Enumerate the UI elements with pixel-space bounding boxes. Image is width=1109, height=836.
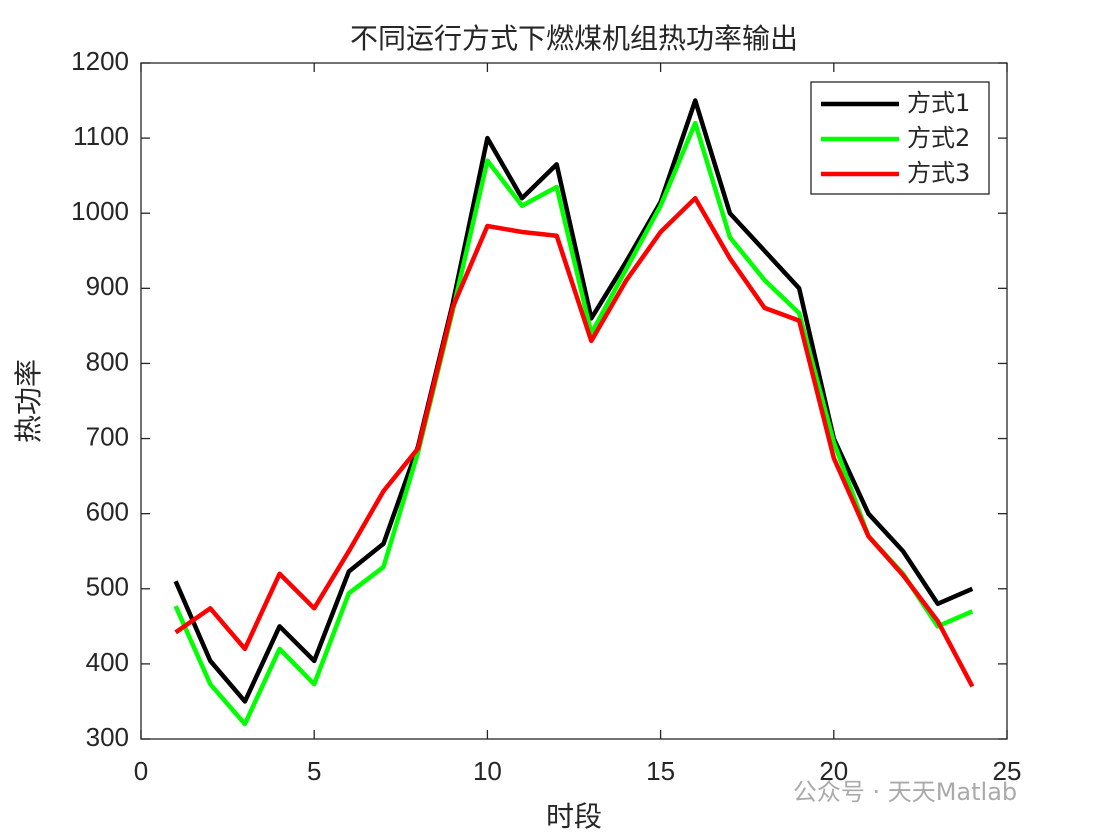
y-axis-label: 热功率 <box>12 359 45 443</box>
watermark: 公众号 · 天天Matlab <box>793 778 1017 806</box>
y-tick-label: 700 <box>86 421 129 451</box>
x-tick-label: 5 <box>307 756 321 786</box>
y-tick-label: 500 <box>86 572 129 602</box>
x-tick-label: 15 <box>646 756 675 786</box>
series-line <box>173 98 974 704</box>
legend-label: 方式2 <box>907 124 970 152</box>
series-line <box>174 195 975 688</box>
x-tick-label: 25 <box>993 756 1022 786</box>
y-tick-label: 1200 <box>71 46 129 76</box>
y-tick-label: 1000 <box>71 196 129 226</box>
legend-label: 方式3 <box>907 159 970 187</box>
y-tick-label: 600 <box>86 497 129 527</box>
x-axis-label: 时段 <box>546 800 602 833</box>
y-tick-label: 900 <box>86 271 129 301</box>
x-tick-label: 0 <box>134 756 148 786</box>
x-tick-label: 20 <box>819 756 848 786</box>
chart-title: 不同运行方式下燃煤机组热功率输出 <box>350 22 798 55</box>
x-tick-label: 10 <box>473 756 502 786</box>
legend-label: 方式1 <box>907 89 970 117</box>
y-tick-label: 1100 <box>73 121 129 151</box>
y-tick-label: 800 <box>86 346 129 376</box>
y-tick-label: 400 <box>86 647 129 677</box>
y-tick-label: 300 <box>86 722 129 752</box>
series-line <box>173 120 974 727</box>
